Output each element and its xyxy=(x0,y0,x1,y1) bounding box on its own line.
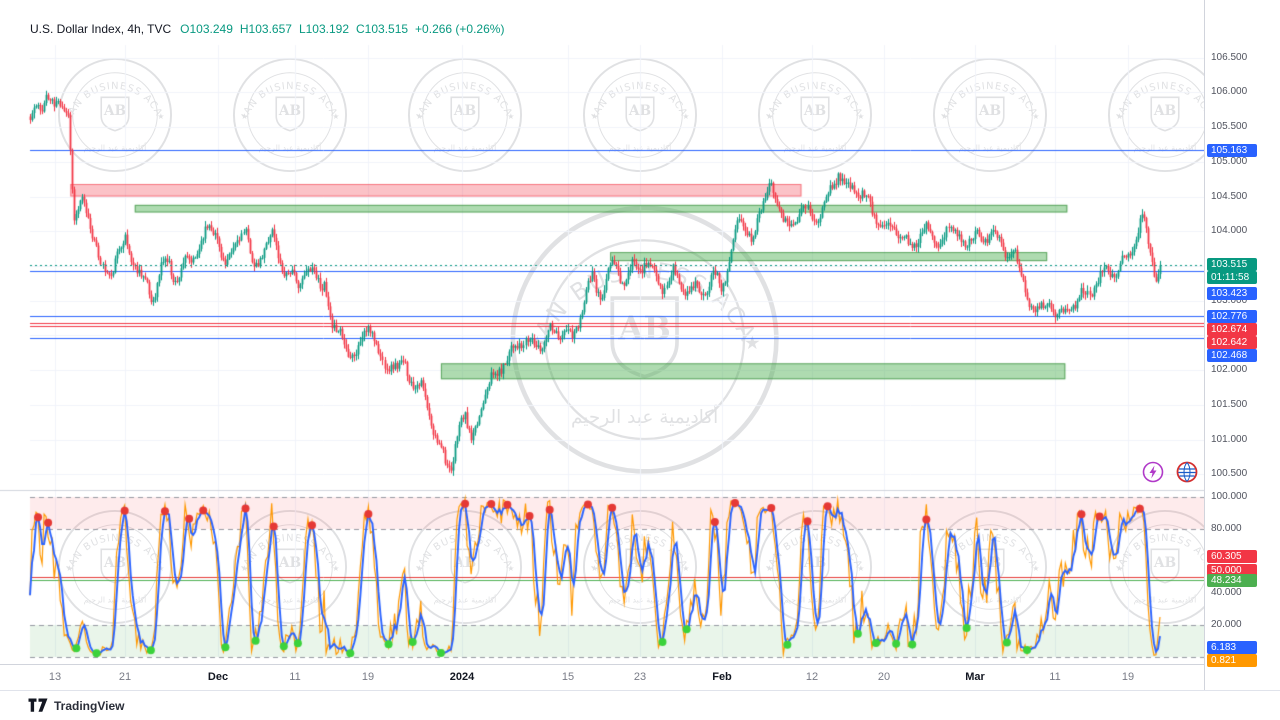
symbol-legend: U.S. Dollar Index, 4h, TVC O103.249 H103.… xyxy=(30,22,511,36)
price-badge: 01:11:58 xyxy=(1207,271,1257,285)
price-badge: 105.163 xyxy=(1207,143,1257,157)
time-axis[interactable]: 13 21 Dec 11 19 2024 15 23 Feb 12 20 Mar 11 19 xyxy=(0,664,1204,691)
oscillator-badge: 60.305 xyxy=(1207,550,1257,563)
oscillator-badge: 50.000 xyxy=(1207,563,1257,577)
time-tick: Mar xyxy=(965,671,985,683)
oscillator-tick: 100.000 xyxy=(1211,491,1248,502)
price-badge: 103.423 xyxy=(1207,286,1257,300)
price-tick: 100.500 xyxy=(1211,468,1248,480)
price-tick: 104.500 xyxy=(1211,190,1248,202)
oscillator-tick: 40.000 xyxy=(1211,587,1242,598)
tradingview-logo-icon[interactable] xyxy=(28,698,48,713)
ohlc-values: O103.249 H103.657 L103.192 C103.515 +0.266 (… xyxy=(180,22,511,36)
globe-icon[interactable] xyxy=(1176,461,1198,483)
low-value: L103.192 xyxy=(298,22,349,36)
open-value: O103.249 xyxy=(180,22,233,36)
price-tick: 104.000 xyxy=(1211,225,1248,237)
price-badge: 102.642 xyxy=(1207,336,1257,350)
oscillator-badge: 48.234 xyxy=(1207,574,1257,588)
time-tick: 11 xyxy=(289,671,301,683)
tradingview-brand-label[interactable]: TradingView xyxy=(54,698,125,713)
pane-buttons xyxy=(1142,461,1198,483)
price-tick: 101.000 xyxy=(1211,433,1248,445)
time-tick: Dec xyxy=(207,671,229,683)
time-tick: 21 xyxy=(118,671,132,683)
time-tick: 13 xyxy=(48,671,62,683)
price-tick: 106.500 xyxy=(1211,51,1248,63)
oscillator-tick: 20.000 xyxy=(1211,619,1242,630)
time-tick: 19 xyxy=(361,671,375,683)
price-badge: 102.776 xyxy=(1207,309,1257,323)
oscillator-badge: 6.183 xyxy=(1207,640,1257,654)
high-value: H103.657 xyxy=(239,22,292,36)
time-tick: 2024 xyxy=(449,671,475,683)
price-axis[interactable]: 106.500 106.000 105.500 105.000 104.500 104.0… xyxy=(1204,0,1280,690)
price-tick: 105.000 xyxy=(1211,155,1248,167)
price-badge: 103.515 xyxy=(1207,258,1257,272)
time-tick: 20 xyxy=(877,671,891,683)
price-tick: 106.000 xyxy=(1211,86,1248,98)
close-value: C103.515 xyxy=(356,22,409,36)
oscillator-tick: 80.000 xyxy=(1211,523,1242,534)
price-tick: 101.500 xyxy=(1211,398,1248,410)
change-value: +0.266 (+0.26%) xyxy=(415,22,505,36)
price-tick: 105.500 xyxy=(1211,121,1248,132)
flash-icon[interactable] xyxy=(1142,461,1164,483)
price-tick: 103.000 xyxy=(1211,294,1248,306)
time-tick: 15 xyxy=(561,671,575,683)
price-tick: 102.000 xyxy=(1211,364,1248,376)
symbol-title[interactable]: U.S. Dollar Index, 4h, TVC xyxy=(30,22,172,36)
time-tick: 19 xyxy=(1121,671,1135,683)
price-badge: 102.674 xyxy=(1207,322,1257,336)
time-tick: 23 xyxy=(633,671,647,683)
footer-bar: TradingView xyxy=(0,690,1280,720)
time-tick: 11 xyxy=(1049,671,1061,683)
price-badge: 102.468 xyxy=(1207,349,1257,363)
oscillator-badge: 0.821 xyxy=(1207,654,1257,668)
time-tick: Feb xyxy=(712,671,732,683)
time-tick: 12 xyxy=(805,671,819,683)
